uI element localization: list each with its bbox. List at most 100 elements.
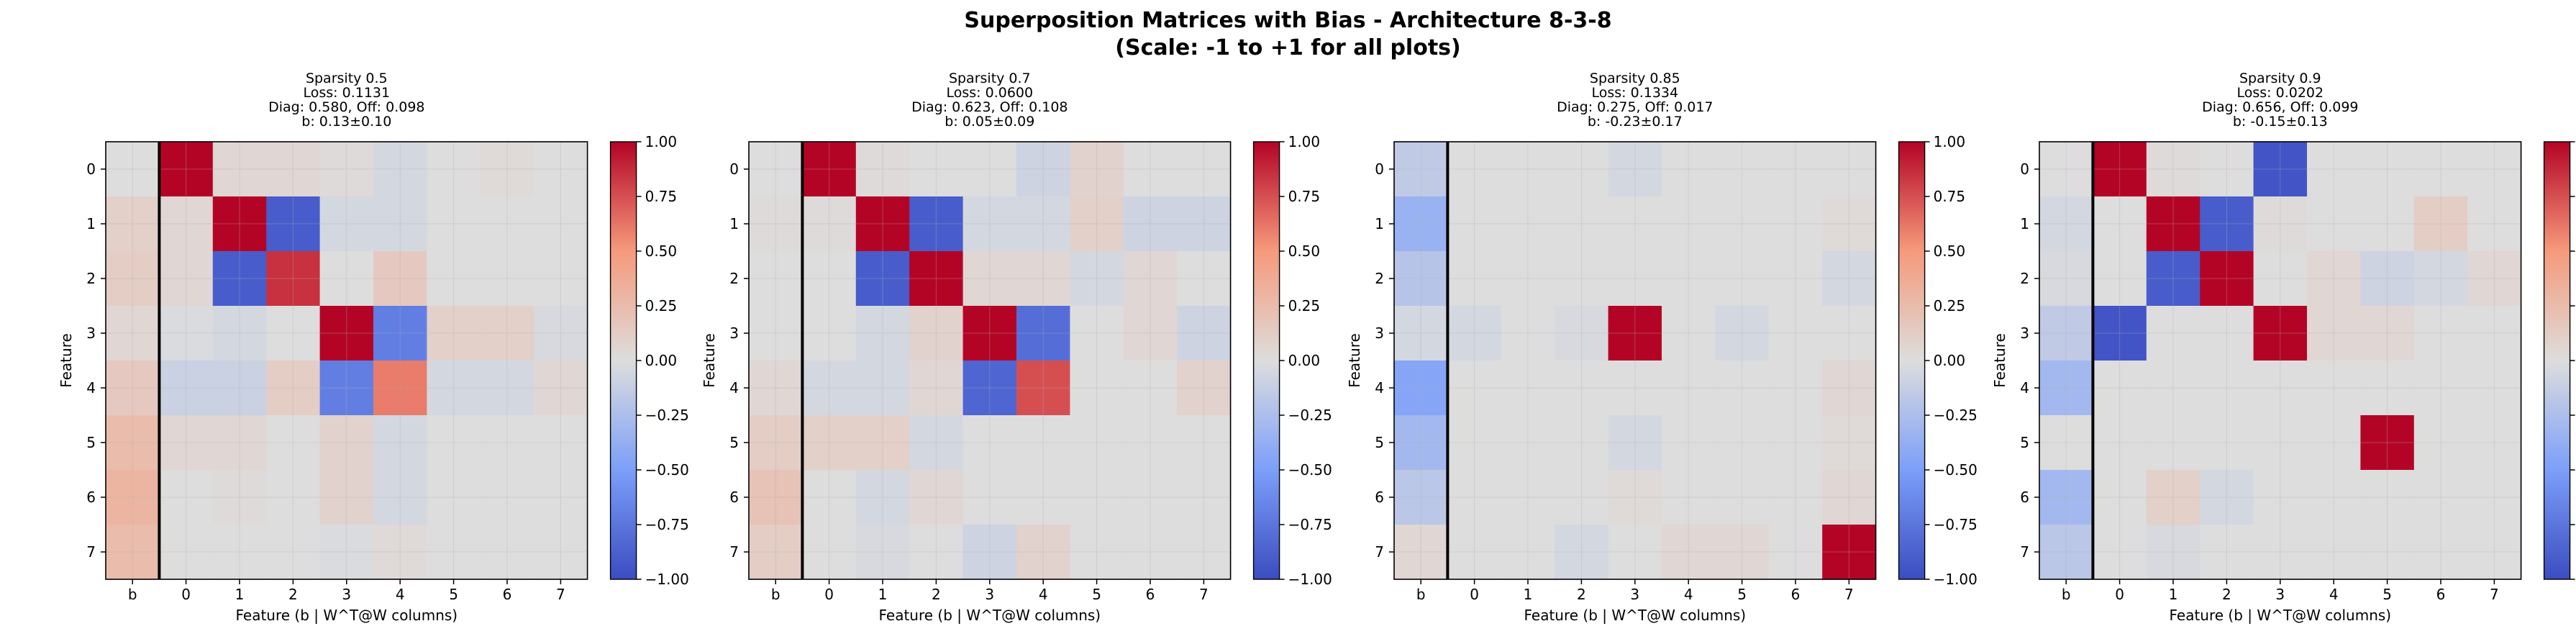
heatmap-cell: [2413, 415, 2468, 471]
subplot-title-line: Loss: 0.1131: [303, 85, 390, 101]
heatmap-cell: [802, 196, 857, 252]
y-tick-label: 0: [2020, 160, 2029, 178]
heatmap-cell: [962, 196, 1017, 252]
heatmap-cell: [1070, 196, 1124, 252]
heatmap-cell: [2413, 142, 2468, 197]
heatmap-cell: [749, 470, 803, 525]
heatmap-cell: [159, 142, 214, 197]
heatmap-cell: [855, 470, 910, 525]
heatmap-cell: [2146, 470, 2200, 525]
heatmap-cell: [2253, 470, 2308, 525]
heatmap-cell: [2307, 196, 2361, 252]
x-tick-label: 5: [449, 586, 458, 603]
heatmap-cell: [1016, 361, 1070, 416]
subplot-title-line: b: -0.23±0.17: [1588, 114, 1683, 130]
heatmap-cell: [2360, 415, 2415, 471]
heatmap-cell: [855, 415, 910, 471]
y-tick-label: 7: [86, 543, 96, 561]
heatmap-cell: [1123, 470, 1178, 525]
heatmap-cell: [106, 470, 160, 525]
heatmap-cell: [266, 196, 321, 252]
colorbar-tick-label: −0.75: [1934, 516, 1977, 533]
heatmap-cell: [1822, 525, 1877, 580]
heatmap-cell: [2200, 470, 2254, 525]
x-tick-label: 0: [2115, 586, 2124, 603]
x-tick-label: 5: [1737, 586, 1747, 603]
heatmap-cell: [1501, 470, 1555, 525]
x-tick-label: 4: [396, 586, 405, 603]
heatmap-cell: [2146, 251, 2200, 307]
heatmap-cell: [1394, 470, 1448, 525]
heatmap-cell: [802, 306, 857, 361]
heatmap-cell: [373, 196, 427, 252]
heatmap-cell: [2039, 525, 2093, 580]
heatmap-cell: [2413, 251, 2468, 307]
heatmap-cell: [212, 361, 267, 416]
heatmap-cell: [2253, 415, 2308, 471]
heatmap-cell: [1447, 470, 1502, 525]
heatmap-cell: [1715, 470, 1770, 525]
heatmap-cell: [1177, 525, 1232, 580]
y-tick-label: 7: [1375, 543, 1384, 561]
subplot-title-line: Loss: 0.0600: [946, 85, 1033, 101]
heatmap-cell: [1715, 306, 1770, 361]
heatmap-cell: [534, 251, 588, 307]
heatmap-cell: [2200, 306, 2254, 361]
heatmap-cell: [749, 142, 803, 197]
heatmap-cell: [1555, 415, 1609, 471]
heatmap-cell: [1123, 525, 1178, 580]
x-tick-label: 6: [1146, 586, 1155, 603]
heatmap-cell: [159, 196, 214, 252]
x-tick-label: 5: [2382, 586, 2392, 603]
heatmap-cell: [1555, 361, 1609, 416]
heatmap-cell: [2413, 525, 2468, 580]
heatmap-cell: [1715, 361, 1770, 416]
y-tick-label: 2: [2020, 270, 2029, 287]
heatmap-cell: [1822, 470, 1877, 525]
x-tick-label: 0: [1470, 586, 1479, 603]
heatmap-cell: [749, 525, 803, 580]
x-tick-label: b: [128, 586, 137, 603]
colorbar-tick-label: 0.50: [645, 243, 678, 260]
heatmap-cell: [319, 470, 374, 525]
heatmap-cell: [1555, 470, 1609, 525]
heatmap-cell: [2146, 142, 2200, 197]
heatmap-cell: [1447, 142, 1502, 197]
colorbar: [1252, 141, 1280, 580]
heatmap-cell: [373, 251, 427, 307]
heatmap-cell: [534, 361, 588, 416]
y-tick-label: 1: [729, 215, 739, 232]
heatmap-cell: [2307, 306, 2361, 361]
heatmap-cell: [909, 142, 964, 197]
x-tick-label: 4: [1039, 586, 1048, 603]
colorbar-tick-label: 0.50: [1934, 243, 1966, 260]
heatmap-cell: [749, 196, 803, 252]
figure-title-line2: (Scale: -1 to +1 for all plots): [1115, 35, 1461, 60]
heatmap-cell: [2200, 361, 2254, 416]
heatmap-cell: [480, 525, 534, 580]
colorbar: [1898, 141, 1926, 580]
y-tick-label: 1: [2020, 215, 2029, 232]
heatmap-cell: [1501, 525, 1555, 580]
y-tick-label: 4: [1375, 379, 1384, 396]
colorbar-tick-label: −1.00: [1288, 571, 1332, 588]
colorbar-tick-label: −0.75: [1288, 516, 1332, 533]
heatmap-cell: [2253, 525, 2308, 580]
heatmap-cell: [1662, 306, 1716, 361]
heatmap-cell: [427, 415, 481, 471]
heatmap-cell: [2093, 251, 2147, 307]
colorbar-tick-label: 0.25: [1934, 297, 1966, 314]
heatmap-cell: [1822, 306, 1877, 361]
heatmap-cell: [2200, 415, 2254, 471]
heatmap-cell: [2253, 196, 2308, 252]
heatmap-cell: [2146, 306, 2200, 361]
heatmap-cell: [2039, 415, 2093, 471]
heatmap-cell: [1177, 306, 1232, 361]
heatmap-cell: [1123, 251, 1178, 307]
heatmap-cell: [1070, 251, 1124, 307]
heatmap-cell: [159, 251, 214, 307]
heatmap-cell: [2039, 196, 2093, 252]
y-tick-label: 6: [729, 489, 739, 506]
